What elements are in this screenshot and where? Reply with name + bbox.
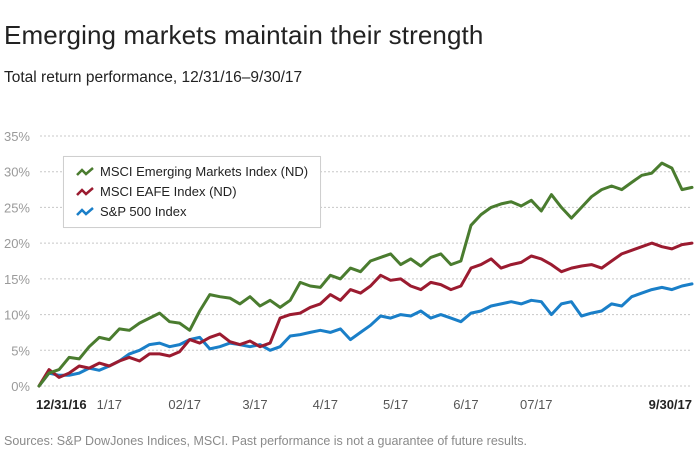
x-tick-label: 12/31/16: [36, 397, 87, 412]
chart-title: Emerging markets maintain their strength: [4, 20, 484, 50]
legend-line-icon: [76, 186, 94, 196]
y-tick-label: 0%: [11, 379, 30, 394]
chart-subtitle: Total return performance, 12/31/16–9/30/…: [4, 69, 303, 86]
x-tick-label: 4/17: [313, 397, 338, 412]
x-tick-label: 6/17: [453, 397, 478, 412]
legend-line-icon: [76, 166, 94, 176]
x-tick-label: 02/17: [168, 397, 201, 412]
x-tick-label: 3/17: [242, 397, 267, 412]
y-tick-label: 5%: [11, 343, 30, 358]
source-note: Sources: S&P DowJones Indices, MSCI. Pas…: [4, 434, 527, 448]
series-line-msci-eafe-index-nd: [37, 241, 694, 388]
y-tick-label: 10%: [4, 308, 30, 323]
legend-line-icon: [76, 206, 94, 216]
series-group: [37, 161, 694, 388]
legend-item-sp500: S&P 500 Index: [76, 204, 187, 219]
legend-label: MSCI Emerging Markets Index (ND): [100, 164, 309, 179]
y-tick-label: 20%: [4, 236, 30, 251]
y-axis: 0% 5% 10% 15% 20% 25% 30% 35%: [4, 129, 30, 394]
legend-label: S&P 500 Index: [100, 204, 187, 219]
x-tick-label: 1/17: [97, 397, 122, 412]
legend-item-emerging: MSCI Emerging Markets Index (ND): [76, 164, 308, 179]
x-tick-label: 07/17: [520, 397, 553, 412]
legend-item-eafe: MSCI EAFE Index (ND): [76, 184, 237, 199]
x-tick-label: 9/30/17: [649, 397, 692, 412]
y-tick-label: 35%: [4, 129, 30, 144]
legend-label: MSCI EAFE Index (ND): [100, 184, 237, 199]
x-tick-label: 5/17: [383, 397, 408, 412]
x-axis: 12/31/16 1/17 02/17 3/17 4/17 5/17 6/17 07/17 9/…: [36, 397, 692, 412]
series-line-msci-emerging-markets-index-nd: [37, 161, 694, 388]
series-line-s-p-500-index: [37, 282, 694, 388]
legend: MSCI Emerging Markets Index (ND) MSCI EA…: [63, 156, 321, 228]
y-tick-label: 15%: [4, 272, 30, 287]
y-tick-label: 25%: [4, 200, 30, 215]
y-tick-label: 30%: [4, 165, 30, 180]
